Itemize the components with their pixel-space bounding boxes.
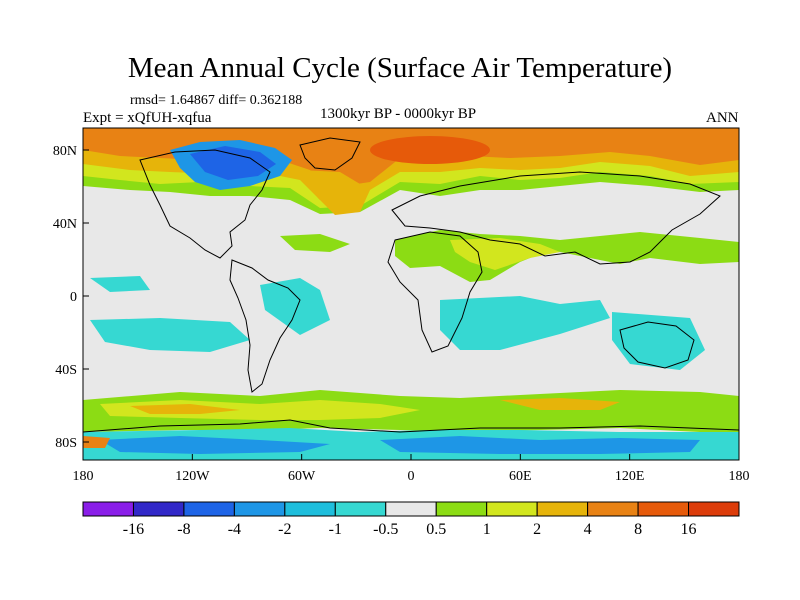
colorbar-label: 16	[681, 521, 697, 538]
colorbar-label: 0.5	[426, 521, 446, 538]
colorbar-swatch	[233, 501, 286, 517]
coastline-eurasia	[391, 171, 721, 265]
anomaly-patch-pacific-cyan	[90, 276, 150, 292]
colorbar-swatch	[486, 501, 538, 517]
anomaly-patch-amazon-cyan	[260, 278, 330, 335]
anomaly-patch-southern-ocean-orange	[130, 404, 240, 414]
x-tick-label: 60E	[509, 469, 532, 484]
coastline-south-america	[229, 259, 301, 393]
colorbar-label: 8	[634, 521, 642, 538]
coastline-africa	[387, 231, 483, 353]
coastlines	[83, 137, 739, 433]
anomaly-patch-arabia-yellow	[450, 238, 560, 270]
colorbar-label: 4	[584, 521, 592, 538]
x-tick-label: 120W	[175, 469, 210, 484]
anomaly-patch-atlantic-green	[280, 234, 350, 252]
coastline-australia	[619, 321, 695, 369]
colorbar-swatch	[132, 501, 185, 517]
colorbar-label: -0.5	[373, 521, 398, 538]
colorbar-label: -4	[228, 521, 241, 538]
colorbar-swatch	[435, 501, 488, 517]
colorbar-swatch	[334, 501, 387, 517]
colorbar-swatch	[183, 501, 235, 517]
map-title: Mean Annual Cycle (Surface Air Temperatu…	[127, 52, 673, 84]
x-tick-label: 60W	[288, 469, 316, 484]
colorbar-swatch	[587, 501, 639, 517]
anomaly-patch-australia-cyan	[612, 312, 705, 370]
colorbar-swatch	[637, 501, 690, 517]
period-label: 1300kyr BP - 0000kyr BP	[320, 106, 477, 122]
anomaly-patch-indian-ocean-cyan	[440, 296, 610, 350]
anomaly-patch-antarctica-warm	[83, 436, 110, 448]
anomaly-patch-siberia	[370, 136, 490, 164]
x-axis: 180 120W 60W 0 60E 120E 180	[73, 454, 750, 484]
y-tick-label: 80S	[55, 436, 77, 451]
anomaly-patch-south-pacific-cyan	[90, 318, 250, 352]
colorbar-label: -2	[278, 521, 291, 538]
x-tick-label: 180	[73, 469, 94, 484]
colorbar-label: -1	[329, 521, 342, 538]
anomaly-patch-southern-indian-orange	[500, 398, 620, 410]
colorbar-label: -8	[177, 521, 190, 538]
y-tick-label: 80N	[53, 144, 77, 159]
colorbar-label: 2	[533, 521, 541, 538]
anomaly-patch-canada-colder	[190, 146, 276, 180]
colorbar-swatch	[688, 501, 740, 517]
colorbar: -16 -8 -4 -2 -1 -0.5 0.5 1 2 4 8 16	[82, 501, 740, 538]
season-label: ANN	[706, 110, 739, 126]
y-axis: 80N 40N 0 40S 80S	[53, 144, 89, 451]
colorbar-label: 1	[483, 521, 491, 538]
x-tick-label: 0	[408, 469, 415, 484]
y-tick-label: 40S	[55, 363, 77, 378]
anomaly-patch-antarctica-blue-west	[100, 436, 330, 454]
colorbar-swatch	[284, 501, 336, 517]
stats-label: rmsd= 1.64867 diff= 0.362188	[130, 93, 303, 108]
colorbar-swatch	[385, 501, 437, 517]
x-tick-label: 120E	[615, 469, 645, 484]
experiment-label: Expt = xQfUH-xqfua	[83, 110, 212, 126]
anomaly-patch-antarctica-blue-east	[380, 436, 700, 454]
anomaly-patch-north-atlantic	[300, 170, 370, 215]
coastline-antarctica	[83, 419, 739, 433]
colorbar-swatch	[536, 501, 589, 517]
y-tick-label: 0	[70, 290, 77, 305]
anomaly-field	[83, 128, 739, 460]
colorbar-swatch	[82, 501, 134, 517]
x-tick-label: 180	[729, 469, 750, 484]
y-tick-label: 40N	[53, 217, 77, 232]
coastline-greenland	[299, 137, 361, 171]
coastline-north-america	[139, 149, 271, 259]
colorbar-label: -16	[123, 521, 144, 538]
